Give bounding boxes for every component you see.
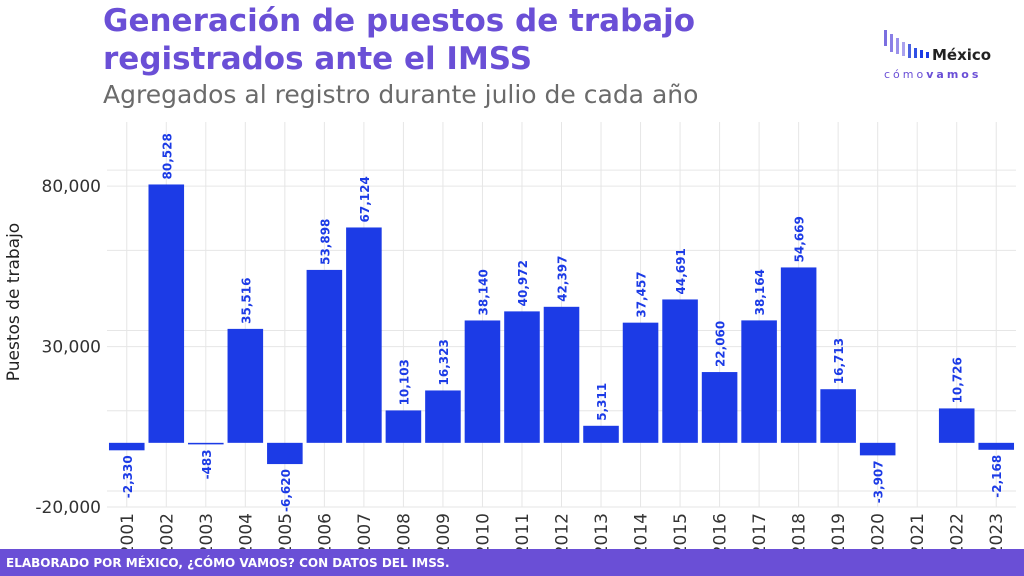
- logo-tag-light: cómo: [884, 68, 927, 81]
- bar: [425, 390, 461, 443]
- bar: [464, 320, 501, 443]
- x-tick-label: 2005: [276, 513, 296, 549]
- bar: [385, 410, 422, 443]
- data-labels: -2,330 80,528 -483 35,516 -6,620 53,898 67,124…: [121, 133, 1004, 512]
- bar: [978, 442, 1015, 450]
- x-tick-label: 2002: [157, 513, 177, 549]
- y-axis-label: Puestos de trabajo: [4, 223, 24, 381]
- data-label: -483: [200, 449, 214, 479]
- x-axis: 2001 2002 2003 2004 2005 2006 2007 2008 2009 2010…: [118, 513, 1007, 549]
- title-line-1: Generación de puestos de trabajo: [103, 3, 696, 39]
- y-tick-label: -20,000: [35, 498, 101, 518]
- bar: [622, 322, 659, 443]
- y-tick-label: 80,000: [42, 177, 101, 197]
- data-label: -2,330: [121, 455, 135, 498]
- x-tick-label: 2004: [236, 513, 256, 549]
- x-tick-label: 2022: [948, 513, 968, 549]
- data-label: 10,726: [951, 357, 965, 403]
- x-tick-label: 2013: [592, 513, 612, 549]
- bar: [346, 227, 382, 443]
- bar: [148, 184, 185, 443]
- bar: [780, 267, 817, 443]
- data-label: 67,124: [358, 176, 372, 222]
- logo-name: México: [932, 46, 992, 64]
- bar: [859, 442, 896, 456]
- x-tick-label: 2012: [553, 513, 573, 549]
- bar-chart: -2,330 80,528 -483 35,516 -6,620 53,898 67,124…: [4, 122, 1016, 549]
- data-label: 5,311: [595, 383, 609, 421]
- data-label: 80,528: [160, 133, 174, 179]
- x-tick-label: 2010: [473, 513, 493, 549]
- data-label: -2,168: [990, 455, 1004, 498]
- x-tick-label: 2016: [711, 513, 731, 549]
- x-tick-label: 2008: [394, 513, 414, 549]
- mexico-como-vamos-logo: México cómovamos: [880, 26, 1020, 88]
- x-tick-label: 2011: [513, 513, 533, 549]
- x-tick-label: 2009: [434, 513, 454, 549]
- data-label: 38,164: [753, 269, 767, 315]
- bar: [820, 389, 856, 443]
- data-label: 54,669: [793, 216, 807, 262]
- data-label: 40,972: [516, 260, 530, 306]
- x-tick-label: 2020: [869, 513, 889, 549]
- bar: [306, 269, 343, 443]
- data-label: -6,620: [279, 469, 293, 512]
- x-tick-label: 2006: [315, 513, 335, 549]
- data-label: 22,060: [714, 321, 728, 367]
- y-tick-label: 30,000: [42, 338, 101, 358]
- bar: [583, 425, 619, 443]
- x-tick-label: 2007: [355, 513, 375, 549]
- x-tick-label: 2018: [790, 513, 810, 549]
- x-tick-label: 2003: [197, 513, 217, 549]
- chart-subtitle: Agregados al registro durante julio de c…: [103, 80, 699, 109]
- logo-tagline: cómovamos: [884, 68, 981, 81]
- title-line-2: registrados ante el IMSS: [103, 41, 533, 77]
- x-tick-label: 2019: [829, 513, 849, 549]
- bar: [938, 408, 975, 443]
- bar: [741, 320, 777, 443]
- x-tick-label: 2023: [987, 513, 1007, 549]
- x-tick-label: 2001: [118, 513, 138, 549]
- bar: [188, 442, 224, 445]
- footer-credit: ELABORADO POR MÉXICO, ¿CÓMO VAMOS? CON D…: [6, 556, 450, 570]
- data-label: -3,907: [872, 460, 886, 503]
- data-label: 53,898: [318, 219, 332, 265]
- y-axis: -20,000 30,000 80,000: [35, 177, 101, 518]
- bar: [108, 442, 145, 451]
- data-label: 44,691: [674, 248, 688, 294]
- bar: [504, 311, 540, 443]
- logo-tag-bold: vamos: [926, 68, 982, 81]
- bar: [267, 442, 303, 465]
- x-tick-label: 2017: [750, 513, 770, 549]
- data-label: 35,516: [239, 278, 253, 324]
- data-label: 38,140: [476, 269, 490, 315]
- data-label: 42,397: [556, 255, 570, 301]
- x-tick-label: 2014: [632, 513, 652, 549]
- bar: [701, 372, 738, 443]
- bars: [108, 184, 1015, 465]
- logo-bars-icon: [884, 30, 929, 58]
- footer-band: ELABORADO POR MÉXICO, ¿CÓMO VAMOS? CON D…: [0, 549, 1024, 576]
- data-label: 16,713: [832, 338, 846, 384]
- data-label: 16,323: [437, 339, 451, 385]
- data-label: 10,103: [397, 359, 411, 405]
- x-tick-label: 2015: [671, 513, 691, 549]
- x-tick-label: 2021: [908, 513, 928, 549]
- bar: [227, 328, 264, 443]
- chart-title: Generación de puestos de trabajo registr…: [103, 2, 695, 78]
- data-label: 37,457: [635, 271, 649, 317]
- bar: [662, 299, 698, 443]
- bar: [543, 306, 580, 443]
